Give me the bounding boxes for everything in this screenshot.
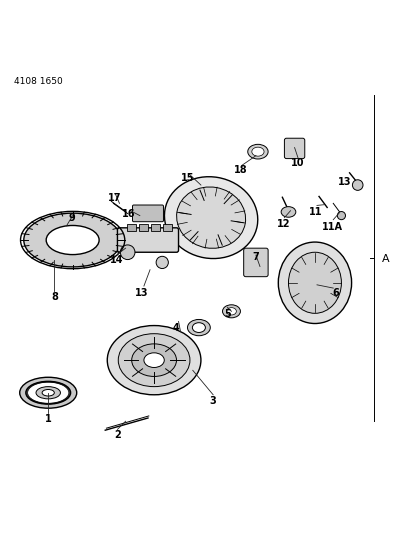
Text: 9: 9 [68, 213, 74, 223]
Ellipse shape [278, 242, 351, 324]
Text: 16: 16 [121, 209, 135, 220]
Ellipse shape [222, 305, 240, 318]
Ellipse shape [247, 144, 267, 159]
Ellipse shape [118, 334, 189, 386]
Bar [163, 224, 172, 231]
Text: 4108 1650: 4108 1650 [13, 77, 62, 86]
Ellipse shape [226, 308, 236, 315]
Text: 11A: 11A [321, 222, 342, 232]
Text: 5: 5 [223, 309, 230, 319]
Ellipse shape [281, 207, 295, 217]
Ellipse shape [164, 177, 257, 259]
FancyBboxPatch shape [284, 138, 304, 159]
Bar [126, 224, 135, 231]
Ellipse shape [26, 381, 70, 404]
Text: 10: 10 [290, 158, 304, 168]
Text: 13: 13 [135, 288, 148, 298]
Ellipse shape [288, 252, 341, 313]
Text: 7: 7 [252, 252, 258, 262]
Circle shape [120, 245, 135, 260]
Text: 14: 14 [109, 255, 123, 265]
Text: 13: 13 [337, 177, 351, 187]
Ellipse shape [20, 377, 76, 408]
Ellipse shape [131, 344, 176, 376]
Ellipse shape [24, 213, 121, 267]
Ellipse shape [107, 326, 200, 395]
Ellipse shape [251, 147, 263, 156]
Ellipse shape [36, 386, 60, 399]
FancyBboxPatch shape [132, 205, 163, 222]
Text: 6: 6 [332, 288, 339, 298]
Bar [151, 224, 160, 231]
Text: A: A [381, 254, 389, 264]
Text: 8: 8 [51, 292, 58, 302]
Text: 18: 18 [234, 165, 247, 175]
Text: 17: 17 [108, 193, 121, 203]
Ellipse shape [46, 225, 99, 255]
Text: 4: 4 [173, 324, 180, 334]
Ellipse shape [187, 319, 210, 336]
Text: 15: 15 [180, 173, 194, 183]
Ellipse shape [42, 390, 54, 396]
Text: 3: 3 [209, 396, 216, 406]
Ellipse shape [192, 322, 205, 333]
Circle shape [352, 180, 362, 190]
FancyBboxPatch shape [243, 248, 267, 277]
Circle shape [156, 256, 168, 269]
Bar [139, 224, 148, 231]
FancyBboxPatch shape [117, 228, 178, 252]
Ellipse shape [176, 187, 245, 248]
Text: 12: 12 [276, 219, 290, 229]
Circle shape [337, 212, 345, 220]
Ellipse shape [144, 353, 164, 367]
Text: 1: 1 [45, 414, 52, 424]
Text: 11: 11 [308, 206, 322, 216]
Text: 2: 2 [114, 431, 121, 440]
